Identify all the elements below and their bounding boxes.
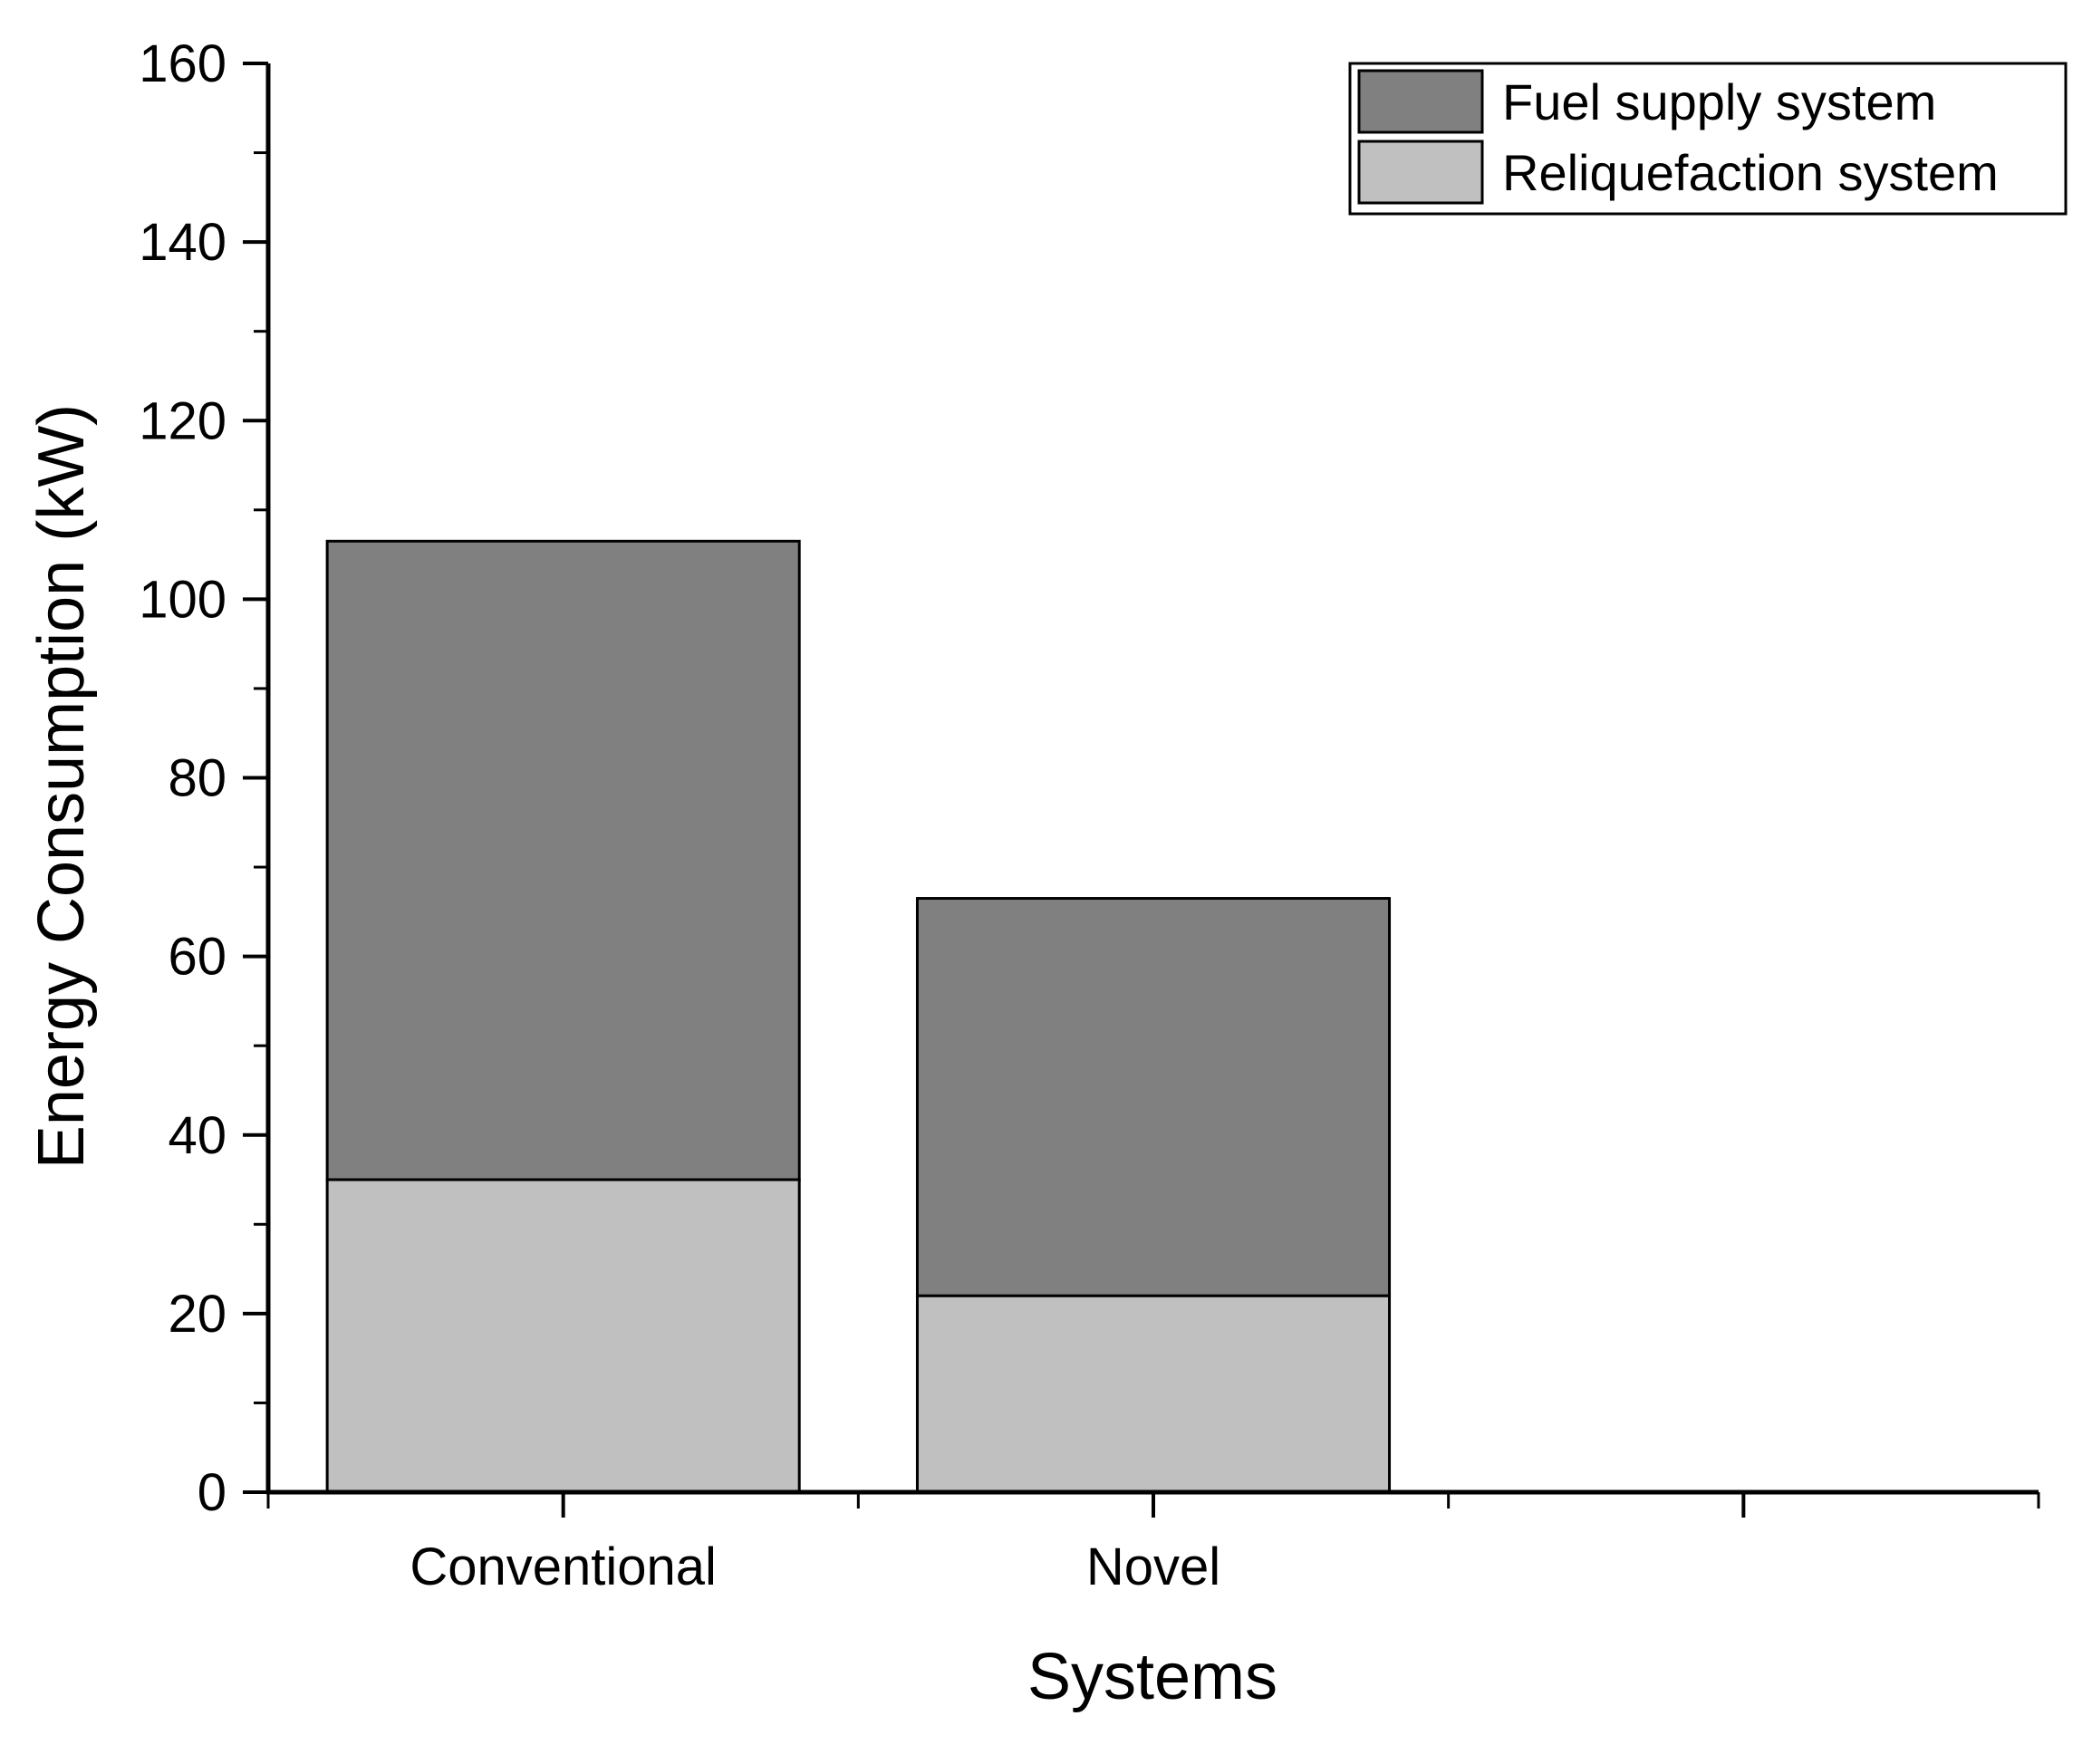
legend-swatch-reliquefaction-system <box>1357 140 1484 205</box>
y-tick-label: 0 <box>198 1463 227 1522</box>
y-tick-label: 40 <box>168 1106 227 1165</box>
y-ticks-group: 0 20 40 60 80 100 120 140 160 <box>139 34 268 1522</box>
bar-conventional-fuel-supply-system <box>325 539 801 1181</box>
legend-label: Fuel supply system <box>1502 73 1936 130</box>
bar-novel-fuel-supply-system <box>915 897 1392 1297</box>
x-tick-label-conventional: Conventional <box>410 1537 717 1596</box>
y-tick-label: 140 <box>139 213 227 272</box>
y-tick-label: 80 <box>168 749 227 808</box>
legend-swatch-fuel-supply-system <box>1357 69 1484 134</box>
y-tick-label: 120 <box>139 391 227 450</box>
y-tick-label: 60 <box>168 928 227 987</box>
x-tick-label-novel: Novel <box>1086 1537 1220 1596</box>
bars-group <box>325 539 1392 1494</box>
y-axis-title: Energy Consumption (kW) <box>25 404 98 1169</box>
y-tick-label: 20 <box>168 1285 227 1344</box>
legend: Fuel supply system Reliquefaction system <box>1348 62 2068 216</box>
bar-novel-reliquefaction-system <box>915 1294 1392 1494</box>
y-tick-label: 160 <box>139 34 227 93</box>
x-ticks-group: Conventional Novel <box>266 1492 2040 1596</box>
y-tick-label: 100 <box>139 570 227 629</box>
legend-label: Reliquefaction system <box>1502 144 1999 201</box>
bar-conventional-reliquefaction-system <box>325 1178 801 1494</box>
x-axis-title: Systems <box>1027 1641 1277 1713</box>
